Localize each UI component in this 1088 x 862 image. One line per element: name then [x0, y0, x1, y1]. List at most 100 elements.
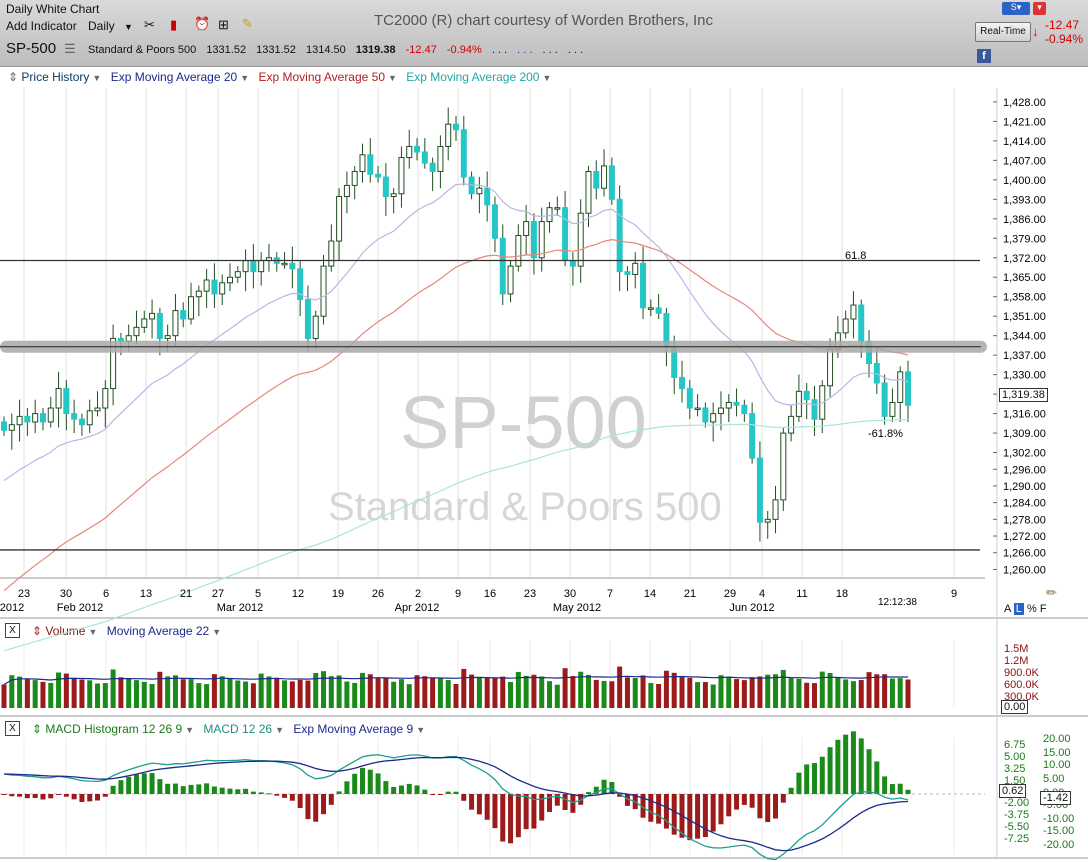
note-icon[interactable]: ✎ [242, 16, 253, 31]
macd-histogram-bar [196, 784, 202, 794]
list-icon[interactable]: ☰ [64, 41, 76, 56]
drag-handle-icon[interactable]: ⇕ [8, 70, 19, 84]
volume-bar [250, 683, 256, 708]
close-icon[interactable]: X [5, 721, 20, 736]
y-tick-label: 1,428.00 [1003, 97, 1046, 109]
x-month-label: May 2012 [553, 602, 601, 614]
volume-bar [741, 680, 747, 708]
chevron-down-icon[interactable]: ▼ [275, 725, 285, 735]
scale-pct-button[interactable]: % [1026, 603, 1037, 615]
bar-chart-icon[interactable]: ▮ [170, 17, 178, 32]
drag-handle-icon[interactable]: ⇕ [32, 624, 43, 638]
x-tick-label: 27 [212, 588, 224, 600]
chevron-down-icon[interactable]: ▼ [212, 627, 222, 637]
candle [850, 304, 857, 320]
volume-bar [118, 677, 124, 708]
ema200-line [3, 419, 909, 652]
drag-handle-icon[interactable]: ⇕ [32, 722, 43, 736]
y-tick-label: 1,337.00 [1003, 350, 1046, 362]
grid-add-icon[interactable]: ⊞ [218, 17, 229, 32]
macd-histogram-bar [663, 794, 669, 829]
candle [905, 371, 911, 406]
clock-label: 12:12:38 [878, 597, 917, 608]
x-tick-label: 7 [607, 588, 613, 600]
scale-a-button[interactable]: A [1004, 603, 1011, 615]
candle [16, 415, 23, 426]
volume-bar [578, 671, 584, 708]
macd-histogram-bar [578, 794, 584, 805]
chevron-down-icon[interactable]: ▼ [92, 73, 102, 83]
macd-value-box: -1.42 [1040, 791, 1072, 805]
chevron-down-icon[interactable]: ▼ [88, 627, 98, 637]
macd-histogram-bar [235, 789, 241, 794]
candle [515, 234, 522, 267]
macd-histogram-bar [24, 794, 30, 799]
x-tick-label: 6 [103, 588, 109, 600]
arrow-down-icon: ↓ [1032, 24, 1039, 39]
alert-icon[interactable]: ▾ [1033, 2, 1046, 15]
legend-price-history[interactable]: Price History [21, 70, 90, 84]
macd-series [0, 731, 985, 861]
realtime-button[interactable]: Real-Time [975, 22, 1031, 42]
alarm-clock-icon[interactable]: ⏰ [194, 16, 211, 31]
facebook-icon[interactable]: f [977, 49, 991, 63]
header-change-pct: -0.94% [1045, 32, 1084, 46]
legend-ema50[interactable]: Exp Moving Average 50 [258, 70, 386, 84]
volume-bar [227, 678, 233, 708]
chevron-down-icon[interactable]: ▼ [542, 73, 552, 83]
macd-histogram-bar [375, 773, 381, 794]
legend-macd[interactable]: MACD 12 26 [203, 722, 273, 736]
y-tick-label: 1,296.00 [1003, 464, 1046, 476]
legend-ema200[interactable]: Exp Moving Average 200 [406, 70, 540, 84]
chevron-down-icon[interactable]: ▼ [416, 725, 426, 735]
macd-histogram-bar [640, 794, 646, 818]
volume-bar [243, 681, 249, 708]
legend-volume[interactable]: Volume [45, 624, 86, 638]
ema-lines [3, 183, 909, 652]
add-indicator-button[interactable]: Add Indicator [6, 19, 77, 33]
pencil-icon[interactable]: ✏ [1046, 585, 1057, 600]
volume-bar [95, 683, 101, 708]
legend-signal[interactable]: Exp Moving Average 9 [293, 722, 414, 736]
candle [180, 310, 187, 320]
macd-histogram-bar [321, 794, 327, 815]
legend-volume-ma[interactable]: Moving Average 22 [106, 624, 210, 638]
macd-histogram-bar [63, 794, 69, 797]
legend-ema20[interactable]: Exp Moving Average 20 [110, 70, 238, 84]
candle [258, 260, 265, 273]
timeframe-select[interactable]: Daily ▼ [88, 19, 133, 33]
quote-change: -12.47 [405, 44, 437, 56]
chevron-down-icon[interactable]: ▼ [185, 725, 195, 735]
macd-histogram-bar [359, 767, 365, 794]
macd-histogram-bar [554, 794, 560, 806]
macd-histogram-bar [126, 776, 132, 794]
chevron-down-icon[interactable]: ▼ [240, 73, 250, 83]
macd-histogram-bar [718, 794, 724, 825]
chevron-down-icon[interactable]: ▼ [388, 73, 397, 83]
scale-l-button[interactable]: L [1013, 603, 1024, 615]
close-icon[interactable]: X [5, 623, 20, 638]
volume-bar [734, 679, 740, 708]
candle [390, 193, 397, 198]
volume-bar [531, 674, 537, 708]
tools-icon[interactable]: ✂ [144, 17, 155, 32]
volume-bar [757, 676, 763, 708]
volume-bar [866, 672, 872, 708]
symbol-label[interactable]: SP-500 [6, 40, 57, 57]
candle [86, 410, 93, 426]
volume-bar [648, 682, 654, 708]
candle [764, 518, 771, 523]
candle [460, 129, 467, 178]
volume-bar [858, 680, 864, 708]
volume-bar [274, 677, 280, 708]
legend-macd-hist[interactable]: MACD Histogram 12 26 9 [45, 722, 183, 736]
candle [741, 404, 748, 415]
volume-bar [804, 682, 810, 708]
scale-f-button[interactable]: F [1039, 603, 1047, 615]
volume-bar [484, 678, 490, 708]
quote-dots-3: . . . [542, 44, 558, 56]
symbol-link-icon[interactable]: S▾ [1002, 2, 1030, 15]
volume-bar [383, 677, 389, 708]
volume-bar [406, 684, 412, 708]
